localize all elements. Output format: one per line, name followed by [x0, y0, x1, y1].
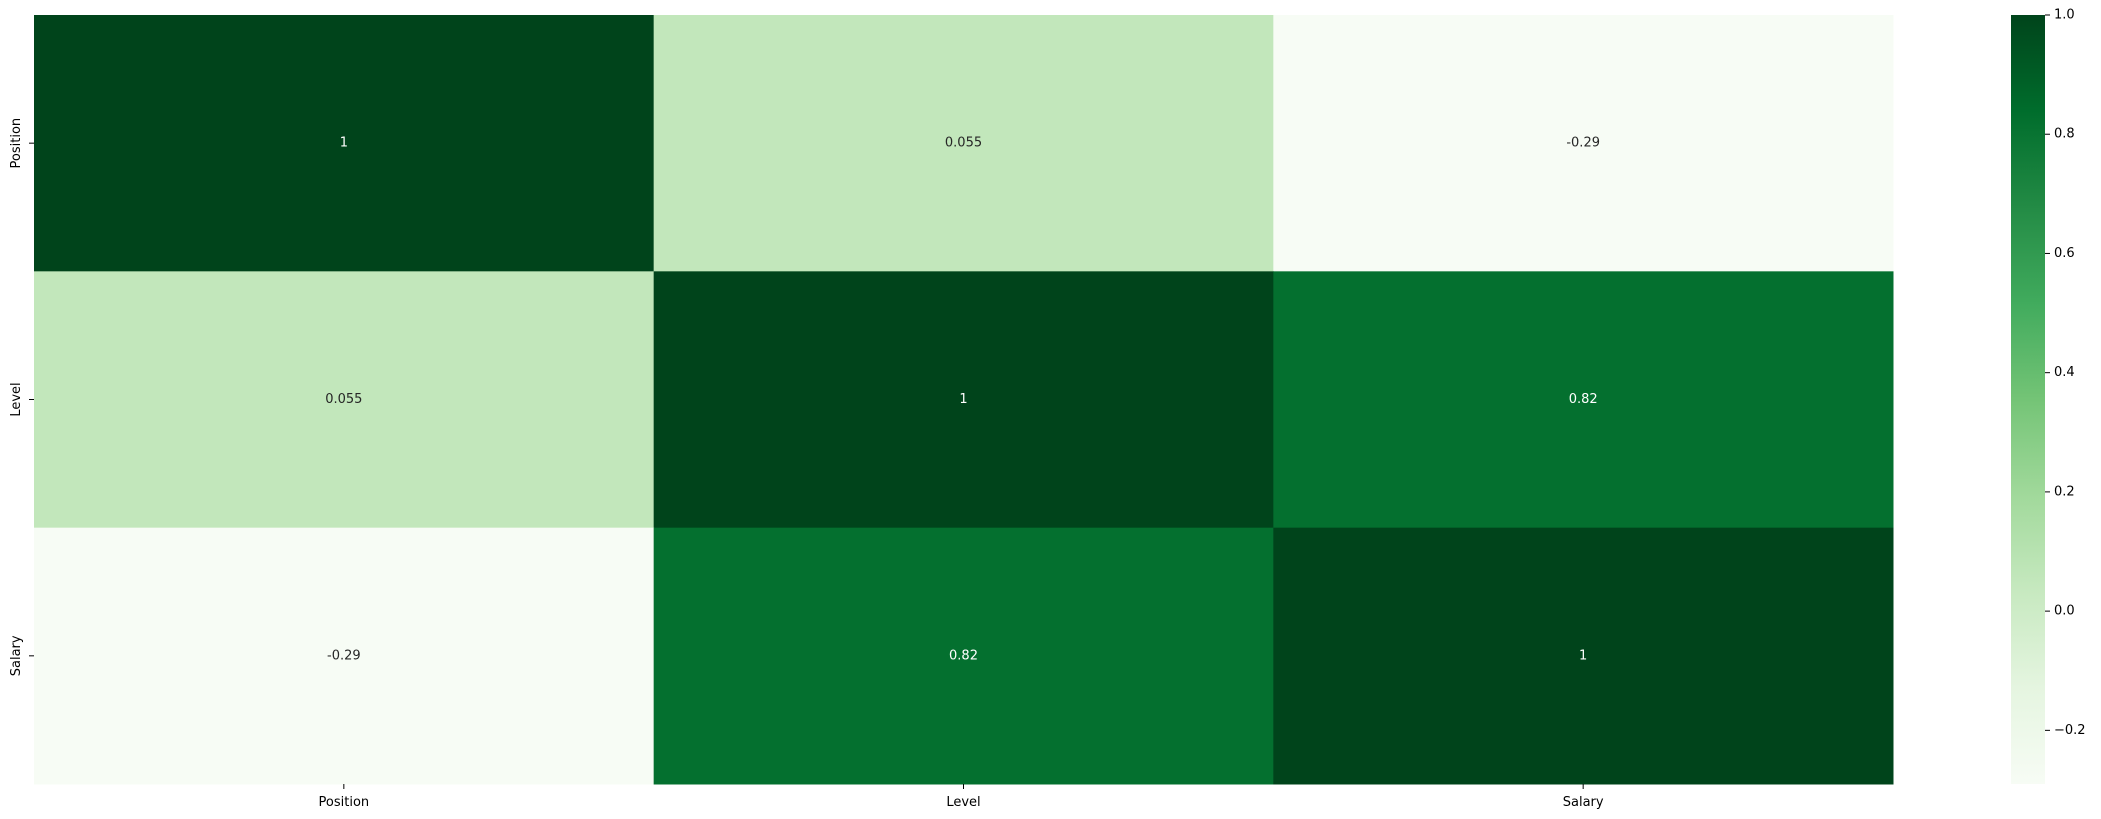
- y-tick-label: Position: [9, 118, 24, 169]
- cell-value-label: -0.29: [1566, 136, 1600, 151]
- y-tick-label: Salary: [9, 635, 24, 676]
- colorbar-gradient: [2011, 15, 2045, 784]
- colorbar-tick-label: −0.2: [2054, 723, 2086, 738]
- colorbar-tick-label: 0.4: [2054, 365, 2075, 380]
- heatmap-cell: [1273, 271, 1894, 529]
- x-tick-label: Level: [946, 795, 980, 810]
- cell-value-label: 1: [340, 136, 348, 151]
- heatmap-cell: [1273, 15, 1894, 272]
- colorbar-tick-label: 0.2: [2054, 484, 2075, 499]
- colorbar-tick-label: 0.0: [2054, 604, 2075, 619]
- cell-value-label: 0.055: [325, 392, 362, 407]
- heatmap-cell: [653, 527, 1274, 785]
- cell-value-label: 1: [959, 392, 967, 407]
- cell-value-label: 1: [1579, 648, 1587, 663]
- cell-value-label: 0.82: [949, 648, 978, 663]
- y-tick-label: Level: [9, 382, 24, 416]
- heatmap-cell: [1273, 527, 1894, 785]
- heatmap-cell: [653, 271, 1274, 529]
- x-tick-label: Position: [319, 795, 370, 810]
- cell-value-label: 0.055: [945, 136, 982, 151]
- y-axis: Position Level Salary: [9, 118, 34, 676]
- heatmap-cell: [34, 271, 655, 529]
- heatmap-cells: 1 0.055 -0.29 0.055 1 0.82 -0.29 0.82 1: [34, 15, 1894, 785]
- colorbar-tick-label: 1.0: [2054, 8, 2075, 23]
- heatmap-cell: [34, 15, 655, 272]
- colorbar: 1.0 0.8 0.6 0.4 0.2 0.0 −0.2: [2011, 8, 2086, 784]
- heatmap-cell: [34, 527, 655, 785]
- cell-value-label: -0.29: [327, 648, 361, 663]
- x-tick-label: Salary: [1563, 795, 1604, 810]
- colorbar-tick-label: 0.6: [2054, 246, 2075, 261]
- cell-value-label: 0.82: [1569, 392, 1598, 407]
- x-axis: Position Level Salary: [319, 784, 1604, 810]
- heatmap-cell: [653, 15, 1274, 272]
- colorbar-tick-label: 0.8: [2054, 127, 2075, 142]
